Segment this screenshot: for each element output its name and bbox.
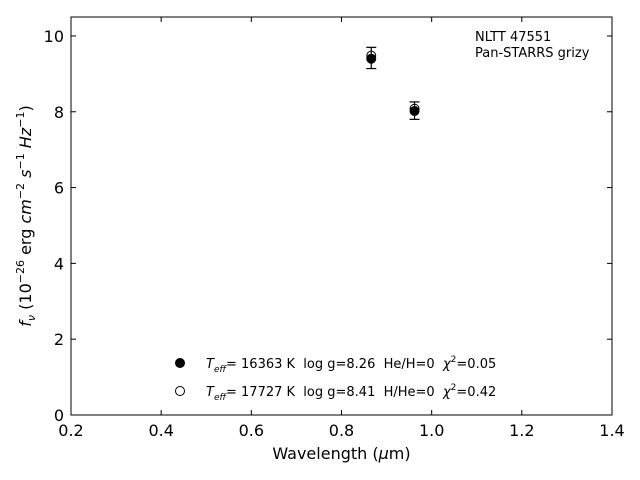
plot-frame [70,16,613,416]
x-tick-label: 0.6 [239,421,264,440]
y-tick-label: 6 [54,179,64,198]
legend-marker-filled [175,358,185,368]
y-tick-label: 2 [54,330,64,349]
data-marks [366,46,420,120]
axis-ticks: 0.2 0.4 0.6 0.8 1.0 1.2 1.4 0 2 4 6 8 10 [44,17,625,440]
y-tick-label: 8 [54,103,64,122]
x-tick-label: 0.2 [58,421,83,440]
legend-marker-open [175,386,185,396]
legend-label-series-1: Teff= 16363 K log g=8.26 He/H=0 χ2=0.05 [206,355,496,375]
x-axis-label: Wavelength (μm) [272,444,410,463]
model-point-open [366,50,377,61]
annotation-star-name: NLTT 47551 [475,30,551,45]
legend-label-series-2: Teff= 17727 K log g=8.41 H/He=0 χ2=0.42 [206,383,496,403]
x-tick-label: 0.8 [329,421,354,440]
y-tick-label: 10 [44,27,64,46]
legend: Teff= 16363 K log g=8.26 He/H=0 χ2=0.05 … [175,355,496,403]
annotation-survey: Pan-STARRS grizy [475,46,590,61]
model-point-filled [409,106,420,117]
x-tick-label: 0.4 [148,421,173,440]
y-tick-label: 4 [54,254,64,273]
x-tick-label: 1.4 [599,421,624,440]
model-point-open [409,103,420,114]
y-tick-label: 0 [54,406,64,425]
x-tick-label: 1.2 [509,421,534,440]
model-point-filled [366,53,377,64]
x-tick-label: 1.0 [419,421,444,440]
y-axis-label: fν (10−26 erg cm−2 s−1 Hz−1) [14,105,38,326]
